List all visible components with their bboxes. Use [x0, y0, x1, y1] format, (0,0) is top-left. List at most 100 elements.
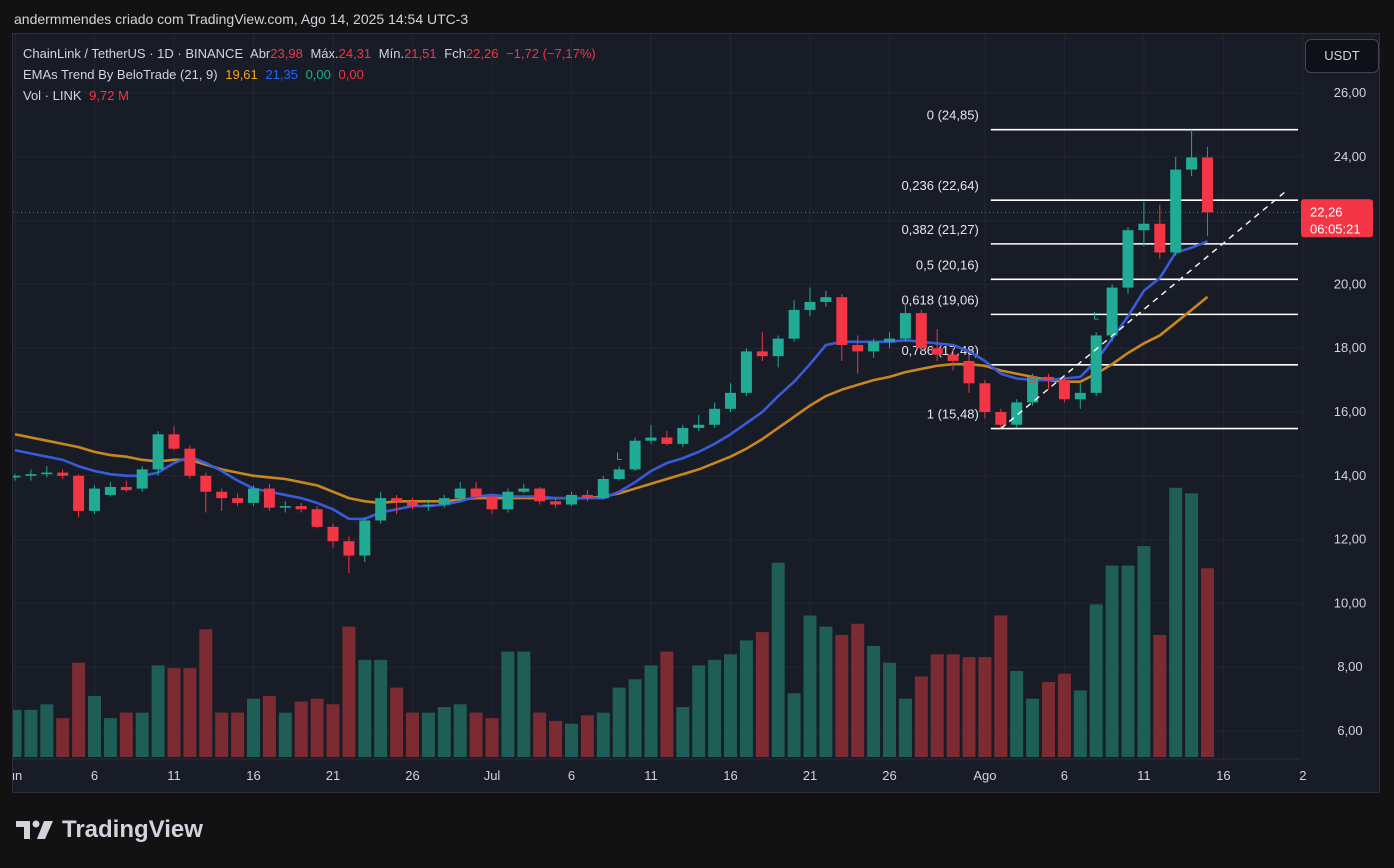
candle[interactable]	[184, 445, 196, 479]
candle[interactable]	[1122, 226, 1134, 294]
candle[interactable]	[89, 485, 100, 515]
chart-panel[interactable]: 0 (24,85) 0,236 (22,64) 0,382 (21,27) 0,5 (…	[12, 33, 1380, 793]
volume-bar	[310, 698, 324, 757]
candle[interactable]	[375, 491, 387, 524]
candle[interactable]	[581, 490, 593, 502]
candle[interactable]	[13, 474, 21, 481]
candle[interactable]	[486, 494, 498, 515]
candle-body	[295, 506, 307, 510]
candle[interactable]	[343, 536, 355, 574]
candle[interactable]	[995, 408, 1007, 429]
candle[interactable]	[852, 335, 864, 374]
candle[interactable]	[454, 482, 466, 502]
candle[interactable]	[248, 485, 259, 507]
price-axis-label: 24,00	[1334, 149, 1367, 164]
candle[interactable]	[836, 293, 848, 361]
candle[interactable]	[200, 472, 212, 513]
candle[interactable]	[1011, 399, 1023, 428]
candle[interactable]	[725, 383, 736, 412]
tradingview-logo[interactable]: TradingView	[16, 816, 203, 844]
candle[interactable]	[677, 424, 689, 448]
volume-bar	[771, 562, 785, 757]
fib-level-label: 1 (15,48)	[927, 407, 979, 422]
candle[interactable]	[295, 502, 307, 513]
candle[interactable]	[629, 437, 641, 472]
candle[interactable]	[1154, 204, 1166, 259]
price-chart[interactable]: 0 (24,85) 0,236 (22,64) 0,382 (21,27) 0,5 (…	[13, 34, 1380, 793]
candle[interactable]	[263, 483, 275, 511]
volume-bar	[247, 698, 260, 757]
candle[interactable]	[1138, 201, 1150, 247]
candle[interactable]	[232, 493, 244, 507]
candle[interactable]	[407, 498, 418, 510]
candle[interactable]	[73, 474, 85, 518]
candle[interactable]	[391, 494, 403, 515]
volume-bar	[103, 718, 117, 757]
candle[interactable]	[788, 300, 800, 342]
candle-body	[343, 541, 355, 556]
candle[interactable]	[963, 354, 975, 393]
volume-bar	[914, 676, 928, 757]
volume-bar	[374, 659, 388, 757]
candle-body	[470, 488, 482, 497]
legend-ema-name: EMAs Trend By BeloTrade (21, 9)	[23, 67, 218, 82]
candle[interactable]	[1090, 332, 1102, 397]
candle[interactable]	[279, 501, 291, 513]
legend-volume-row[interactable]: Vol · LINK 9,72 M	[23, 88, 133, 103]
candle[interactable]	[1027, 373, 1039, 406]
chart-caption: andermmendes criado com TradingView.com,…	[14, 11, 469, 27]
candle[interactable]	[1043, 373, 1054, 390]
candle[interactable]	[25, 469, 37, 481]
volume-bar	[1042, 682, 1055, 757]
candle[interactable]	[979, 380, 991, 419]
candle[interactable]	[661, 431, 673, 446]
candle[interactable]	[1058, 376, 1070, 403]
candle[interactable]	[709, 402, 721, 428]
candle[interactable]	[550, 498, 562, 508]
candle[interactable]	[152, 431, 164, 476]
candle[interactable]	[120, 480, 132, 492]
candle[interactable]	[756, 332, 768, 361]
candle[interactable]	[216, 488, 228, 511]
currency-button[interactable]: USDT	[1305, 39, 1379, 73]
candle[interactable]	[693, 415, 705, 432]
candle[interactable]	[613, 466, 625, 481]
candle[interactable]	[311, 506, 323, 529]
candle[interactable]	[422, 499, 434, 511]
candle-body	[931, 348, 943, 355]
candle-body	[804, 301, 816, 310]
candle[interactable]	[645, 424, 657, 444]
volume-bar	[739, 640, 753, 757]
candle[interactable]	[740, 348, 752, 397]
candle[interactable]	[518, 483, 530, 494]
candle[interactable]	[804, 287, 816, 317]
candle[interactable]	[1170, 156, 1182, 256]
candle[interactable]	[470, 482, 482, 500]
candle[interactable]	[502, 488, 514, 513]
candle[interactable]	[438, 494, 450, 508]
candle[interactable]	[1074, 383, 1086, 409]
candle[interactable]	[931, 329, 943, 361]
candle[interactable]	[884, 332, 895, 349]
candle[interactable]	[868, 338, 880, 358]
candle[interactable]	[327, 523, 339, 548]
candle[interactable]	[136, 466, 148, 492]
candle[interactable]	[1186, 129, 1198, 176]
candle[interactable]	[57, 469, 69, 479]
candle[interactable]	[899, 303, 911, 342]
candle[interactable]	[597, 475, 609, 500]
candle[interactable]	[359, 517, 371, 562]
candle[interactable]	[947, 348, 959, 371]
candle[interactable]	[566, 491, 577, 507]
candle[interactable]	[772, 335, 784, 368]
candle[interactable]	[41, 466, 53, 478]
candle[interactable]	[820, 290, 832, 307]
trend-line[interactable]	[1000, 189, 1288, 430]
candle[interactable]	[168, 426, 180, 451]
candle[interactable]	[1106, 284, 1118, 342]
candle[interactable]	[534, 486, 546, 505]
candle[interactable]	[1202, 146, 1213, 237]
legend-ema-row[interactable]: EMAs Trend By BeloTrade (21, 9) 19,61 21…	[23, 67, 368, 82]
candle[interactable]	[915, 309, 927, 352]
candle[interactable]	[104, 482, 116, 497]
